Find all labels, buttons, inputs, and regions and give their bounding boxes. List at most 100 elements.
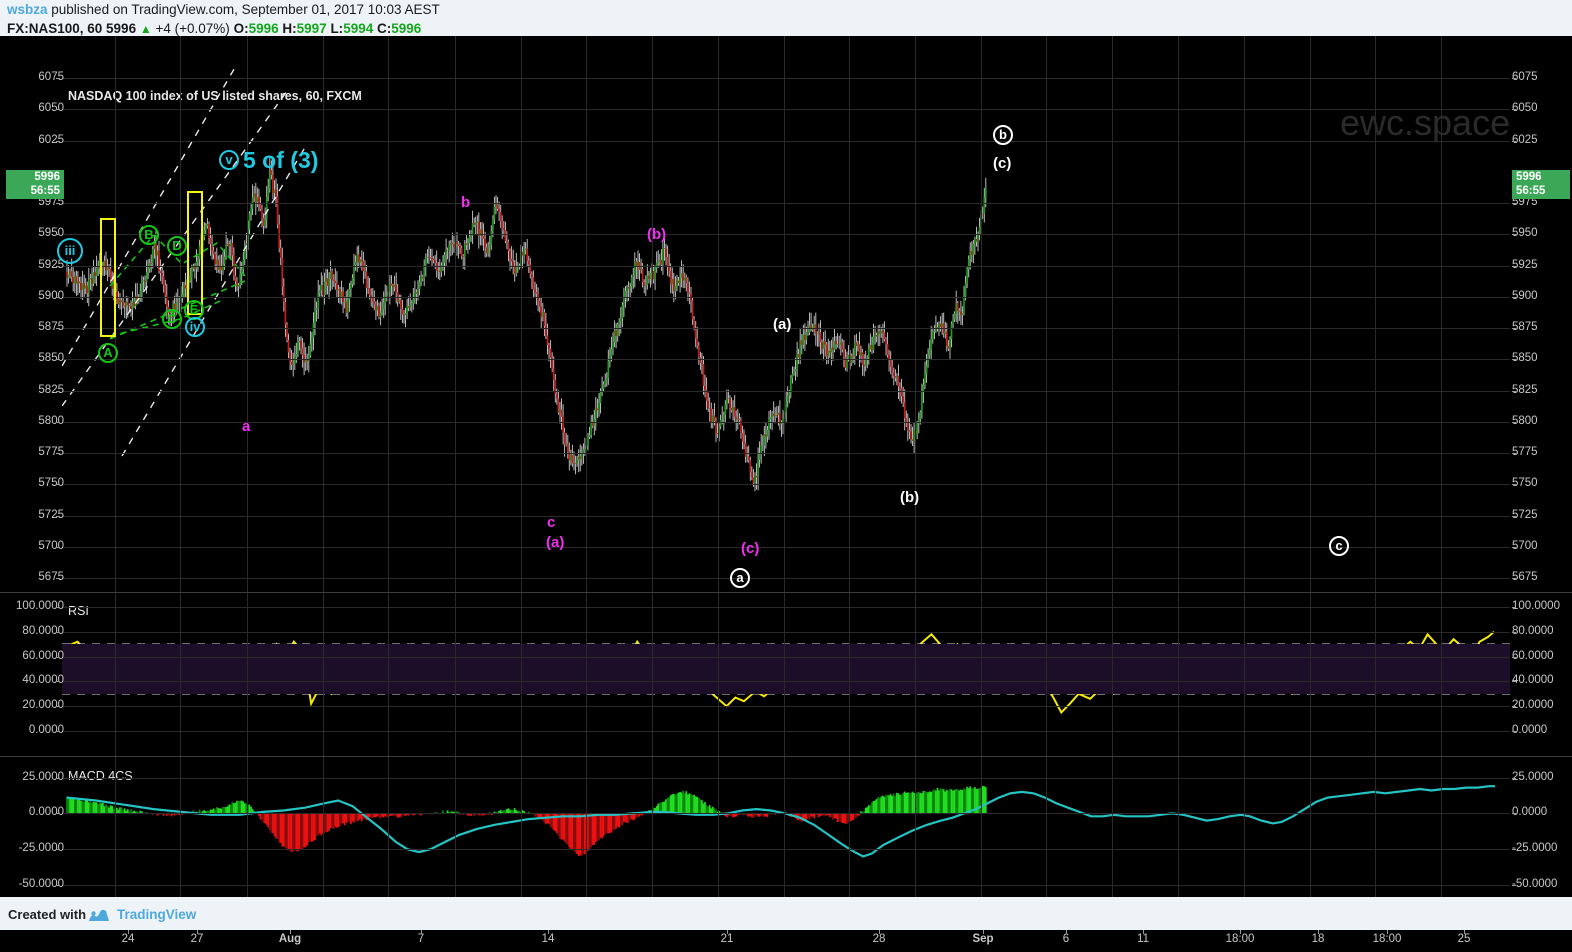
axis-tick	[1512, 631, 1516, 633]
grid-line-vertical	[784, 757, 785, 897]
macd-panel[interactable]: MACD 4CS 25.0000 25.0000 0.0000 0.0000 -25.0…	[0, 756, 1572, 897]
axis-tick	[1512, 390, 1516, 392]
wave-label-a: (a)	[546, 533, 565, 551]
grid-line-horizontal	[62, 813, 1510, 815]
grid-line-horizontal	[62, 78, 1510, 79]
grid-line-vertical	[1375, 593, 1376, 757]
axis-tick	[1512, 656, 1516, 658]
axis-tick	[1512, 731, 1516, 732]
grid-line-vertical	[388, 757, 389, 897]
grid-line-vertical	[1441, 593, 1442, 757]
axis-tick	[128, 930, 129, 934]
price-tick-label-right: 5800	[1512, 414, 1538, 427]
grid-line-vertical	[915, 36, 916, 592]
price-tick-label-left: 5850	[38, 352, 64, 365]
axis-tick	[56, 421, 60, 423]
price-tick-label-right: 5675	[1512, 571, 1538, 583]
price-tick-label-left: 5925	[38, 258, 64, 271]
grid-line-vertical	[521, 36, 522, 592]
grid-line-vertical	[915, 593, 916, 757]
grid-line-vertical	[1441, 757, 1442, 897]
grid-line-vertical	[247, 757, 248, 897]
axis-tick	[1512, 265, 1516, 267]
countdown-badge: 56:55	[6, 183, 64, 199]
grid-line-vertical	[323, 757, 324, 897]
grid-line-horizontal	[62, 484, 1510, 486]
axis-tick	[1512, 78, 1516, 79]
wave-label-B: B	[139, 225, 159, 245]
price-tick-label-left: 5775	[38, 446, 64, 458]
close-value: 5996	[391, 21, 422, 36]
wave-label-v: v	[219, 150, 239, 170]
axis-tick	[421, 930, 422, 934]
change-value: +4 (+0.07%)	[155, 21, 230, 36]
last-price-badge: 5996	[1512, 169, 1570, 185]
axis-tick	[727, 930, 728, 934]
grid-line-vertical	[718, 757, 719, 897]
grid-line-horizontal	[62, 578, 1510, 579]
time-tick-label: 21	[720, 933, 734, 945]
axis-tick	[56, 109, 60, 111]
publish-line: wsbza published on TradingView.com, Sept…	[7, 2, 440, 17]
open-value: 5996	[248, 21, 279, 36]
author-name[interactable]: wsbza	[7, 2, 48, 17]
grid-line-horizontal	[62, 140, 1510, 142]
time-axis[interactable]: 24 27 Aug 7 14 21 28 Sep 6 11 18:00 18 18:00 25	[0, 930, 1572, 952]
grid-line-vertical	[1046, 593, 1047, 757]
grid-line-vertical	[388, 593, 389, 757]
macd-tick-label-left: 25.0000	[22, 770, 64, 783]
price-tick-label-right: 5750	[1512, 477, 1538, 490]
low-value: 5994	[343, 21, 374, 36]
axis-tick	[56, 296, 60, 298]
axis-tick	[56, 515, 60, 517]
time-tick-label: 28	[872, 933, 886, 945]
grid-line-horizontal	[62, 607, 1510, 608]
axis-tick	[56, 328, 60, 329]
wave-label-b: (b)	[900, 488, 920, 506]
symbol-label[interactable]: FX:NAS100, 60 5996	[7, 21, 137, 36]
axis-tick	[56, 706, 60, 708]
grid-line-vertical	[784, 36, 785, 592]
price-panel[interactable]: NASDAQ 100 index of US listed shares, 60…	[0, 36, 1572, 592]
chart-container[interactable]: NASDAQ 100 index of US listed shares, 60…	[0, 36, 1572, 952]
macd-tick-label-left: -25.0000	[18, 842, 64, 855]
tradingview-brand[interactable]: TradingView	[117, 907, 197, 922]
symbol-quote-line: FX:NAS100, 60 5996 ▲ +4 (+0.07%) O:5996 …	[7, 21, 421, 36]
grid-line-vertical	[1441, 36, 1442, 592]
grid-line-vertical	[1178, 36, 1179, 592]
grid-line-vertical	[981, 593, 982, 757]
grid-line-vertical	[1310, 757, 1311, 897]
time-tick-label: Sep	[972, 933, 994, 945]
grid-line-vertical	[1112, 36, 1113, 592]
price-tick-label-left: 5950	[38, 227, 64, 240]
price-tick-label-left: 5725	[38, 508, 64, 521]
wave-label-D: D	[167, 236, 187, 256]
grid-line-horizontal	[62, 328, 1510, 329]
time-tick-label: 18:00	[1372, 933, 1402, 945]
axis-tick	[56, 607, 60, 608]
macd-tick-label-right: 25.0000	[1512, 770, 1554, 783]
wave-label-c: c	[1329, 536, 1349, 556]
grid-line-vertical	[388, 36, 389, 592]
time-tick-label: 24	[121, 933, 135, 945]
axis-tick	[1512, 777, 1516, 779]
time-tick-label: 27	[190, 933, 204, 945]
countdown-badge: 56:55	[1512, 183, 1570, 199]
grid-line-vertical	[180, 757, 181, 897]
axis-tick	[56, 390, 60, 392]
price-plot-area[interactable]	[62, 36, 1510, 592]
price-tick-label-left: 5875	[38, 321, 64, 333]
grid-line-vertical	[1310, 593, 1311, 757]
grid-line-vertical	[521, 757, 522, 897]
grid-line-horizontal	[62, 546, 1510, 548]
price-tick-label-right: 6025	[1512, 133, 1538, 146]
rsi-tick-label-right: 100.0000	[1512, 600, 1560, 612]
rsi-panel[interactable]: RSI 100.0000 100.0000 80.0000 80.0000 60.000…	[0, 592, 1572, 757]
axis-tick	[1512, 813, 1516, 815]
wave-label-A: A	[98, 343, 118, 363]
wave-label-5of3: 5 of (3)	[243, 146, 319, 173]
price-tick-label-right: 5700	[1512, 539, 1538, 552]
grid-line-vertical	[981, 36, 982, 592]
axis-tick	[1512, 578, 1516, 579]
grid-line-vertical	[981, 757, 982, 897]
